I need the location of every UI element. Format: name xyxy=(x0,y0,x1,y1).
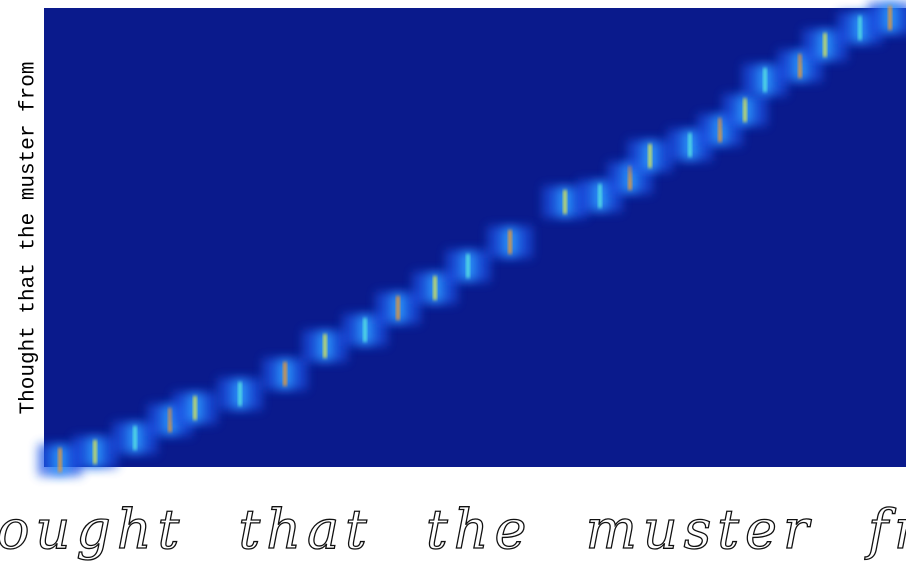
attention-blob xyxy=(688,133,692,157)
attention-blob xyxy=(798,54,802,78)
attention-blob xyxy=(563,190,567,214)
attention-blob xyxy=(238,382,242,406)
attention-blob xyxy=(763,68,767,92)
attention-blob xyxy=(743,98,747,122)
attention-blob xyxy=(433,276,437,300)
attention-blob xyxy=(628,166,632,190)
attention-blob xyxy=(396,296,400,320)
attention-blob xyxy=(283,362,287,386)
attention-blob xyxy=(93,440,97,464)
attention-blob xyxy=(363,318,367,342)
handwriting: thought that the muster from xyxy=(0,498,906,561)
attention-blob xyxy=(598,184,602,208)
row-label: Thought that the muster from xyxy=(18,62,41,415)
attention-blob xyxy=(323,334,327,358)
attention-blob xyxy=(823,33,827,57)
attention-blob xyxy=(168,408,172,432)
attention-blob xyxy=(888,6,892,30)
attention-blob xyxy=(508,230,512,254)
attention-blob xyxy=(466,254,470,278)
attention-blob xyxy=(648,144,652,168)
attention-blob xyxy=(133,426,137,450)
attention-blob xyxy=(718,118,722,142)
attention-path xyxy=(38,2,906,476)
attention-blob xyxy=(58,448,62,472)
attention-blob xyxy=(193,396,197,420)
attention-blob xyxy=(858,16,862,40)
